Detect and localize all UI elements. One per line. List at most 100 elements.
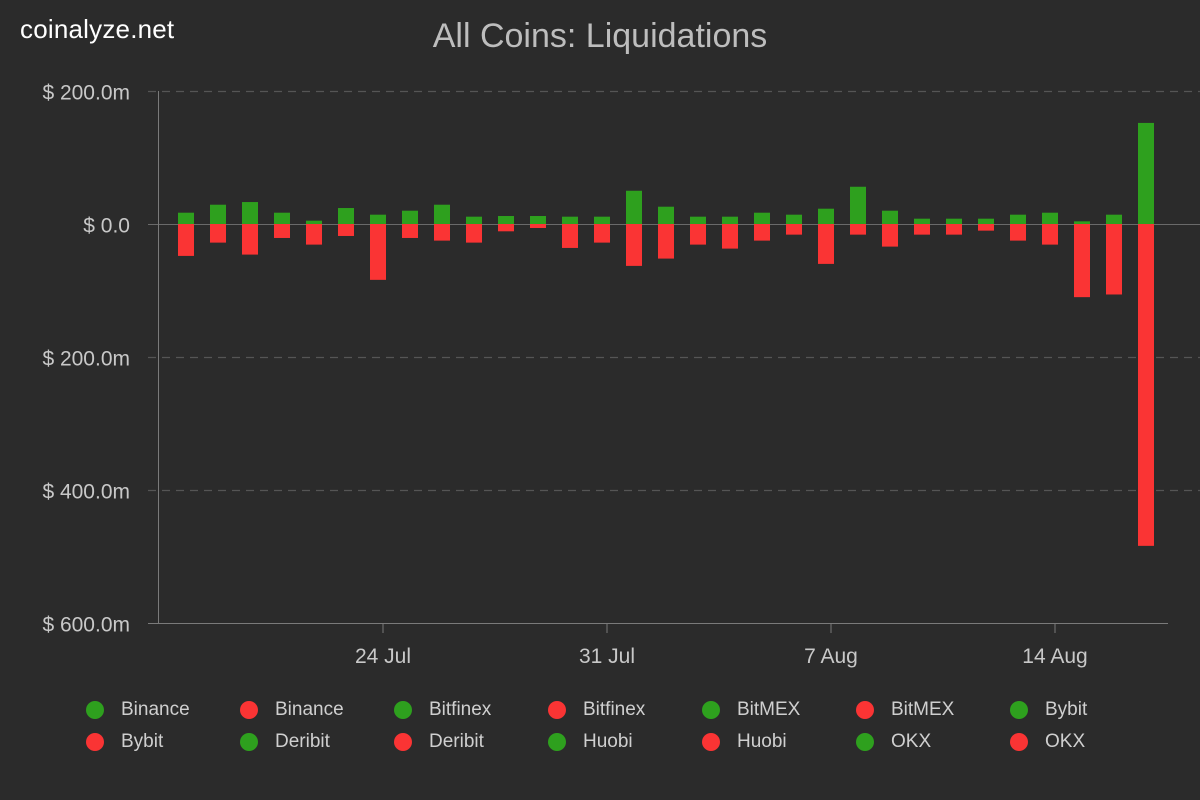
bar-short (882, 224, 898, 247)
legend-item[interactable]: Deribit (234, 731, 388, 752)
bar-short (1106, 224, 1122, 295)
legend-dot-icon (856, 733, 874, 751)
legend-dot-icon (86, 733, 104, 751)
legend-label: OKX (891, 731, 932, 752)
legend-label: Bybit (121, 731, 164, 752)
legend-dot-icon (548, 701, 566, 719)
legend-label: Bitfinex (429, 699, 492, 720)
bar-short (946, 224, 962, 235)
x-tick-label: 31 Jul (579, 645, 635, 668)
x-tick-label: 14 Aug (1022, 645, 1087, 668)
legend-label: Deribit (429, 731, 484, 752)
legend-label: Deribit (275, 731, 330, 752)
y-tick-label: $ 200.0m (42, 348, 130, 371)
bar-long (818, 208, 834, 224)
bar-long (274, 212, 290, 224)
bar-short (434, 224, 450, 241)
x-tick-label: 24 Jul (355, 645, 411, 668)
legend-item[interactable]: Bitfinex (388, 699, 542, 720)
legend-dot-icon (394, 701, 412, 719)
legend-dot-icon (1010, 701, 1028, 719)
gridlines (148, 90, 1200, 492)
legend-dot-icon (240, 733, 258, 751)
bar-short (818, 224, 834, 264)
legend-label: Huobi (583, 731, 633, 752)
bar-short (306, 224, 322, 245)
legend-label: Huobi (737, 731, 787, 752)
legend-dot-icon (548, 733, 566, 751)
legend-item[interactable]: Bybit (80, 731, 234, 752)
legend-item[interactable]: Huobi (542, 731, 696, 752)
bar-short (914, 224, 930, 235)
bar-long (946, 218, 962, 224)
bar-short (1138, 224, 1154, 546)
bar-long (1074, 221, 1090, 224)
legend-item[interactable]: Binance (80, 699, 234, 720)
bar-long (914, 218, 930, 224)
legend-item[interactable]: Huobi (696, 731, 850, 752)
bar-short (402, 224, 418, 238)
bar-short (1074, 224, 1090, 298)
legend-label: BitMEX (891, 699, 955, 720)
bar-long (882, 210, 898, 224)
bar-long (754, 212, 770, 224)
bar-short (594, 224, 610, 243)
legend-item[interactable]: BitMEX (696, 699, 850, 720)
bars (178, 122, 1154, 546)
legend-item[interactable]: BitMEX (850, 699, 1004, 720)
legend: Binance Binance Bitfinex Bitfinex BitMEX BitM… (80, 699, 1190, 752)
bar-long (178, 212, 194, 224)
liquidations-chart: All Coins: Liquidations $ 200.0m$ 0.0$ 2… (42, 17, 1200, 669)
bar-long (850, 186, 866, 224)
legend-item[interactable]: Bybit (1004, 699, 1158, 720)
bar-short (242, 224, 258, 255)
chart-title: All Coins: Liquidations (433, 17, 768, 55)
legend-dot-icon (856, 701, 874, 719)
legend-dot-icon (1010, 733, 1028, 751)
bar-long (978, 218, 994, 224)
site-brand[interactable]: coinalyze.net (20, 14, 175, 44)
bar-long (1010, 214, 1026, 224)
bar-long (306, 220, 322, 224)
legend-item[interactable]: OKX (850, 731, 1004, 752)
bar-long (626, 190, 642, 224)
legend-label: Bitfinex (583, 699, 646, 720)
bar-long (466, 216, 482, 224)
legend-label: BitMEX (737, 699, 801, 720)
bar-long (594, 216, 610, 224)
bar-long (242, 202, 258, 224)
legend-item[interactable]: Bitfinex (542, 699, 696, 720)
bar-short (626, 224, 642, 266)
legend-label: OKX (1045, 731, 1086, 752)
axes (148, 91, 1168, 633)
bar-short (658, 224, 674, 259)
bar-long (658, 206, 674, 224)
bar-long (562, 216, 578, 224)
bar-short (786, 224, 802, 235)
bar-long (722, 216, 738, 224)
legend-dot-icon (702, 733, 720, 751)
bar-short (978, 224, 994, 231)
bar-long (786, 214, 802, 224)
legend-item[interactable]: Binance (234, 699, 388, 720)
legend-item[interactable]: OKX (1004, 731, 1158, 752)
bar-short (850, 224, 866, 235)
bar-short (1042, 224, 1058, 245)
tick-labels: $ 200.0m $ 0.0 $ 200.0m $ 400.0m $ 600.0m 24 … (42, 82, 1087, 669)
bar-short (498, 224, 514, 232)
bar-long (498, 216, 514, 224)
legend-item[interactable]: Deribit (388, 731, 542, 752)
bar-long (530, 216, 546, 224)
bar-long (690, 216, 706, 224)
bar-short (178, 224, 194, 256)
bar-short (722, 224, 738, 249)
bar-long (1042, 212, 1058, 224)
y-tick-label: $ 600.0m (42, 614, 130, 637)
legend-dot-icon (702, 701, 720, 719)
bar-short (754, 224, 770, 241)
bar-short (370, 224, 386, 280)
bar-long (1106, 214, 1122, 224)
legend-label: Bybit (1045, 699, 1088, 720)
bar-short (338, 224, 354, 236)
legend-dot-icon (86, 701, 104, 719)
